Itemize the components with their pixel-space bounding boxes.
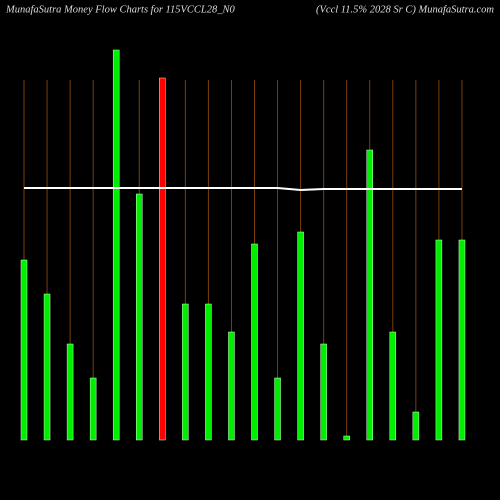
bar [412, 411, 420, 441]
bar [43, 293, 51, 441]
bar [320, 343, 327, 441]
bar [66, 343, 74, 441]
bar [182, 303, 189, 441]
chart-title: MunafaSutra Money Flow Charts for 115VCC… [5, 4, 236, 15]
bar [366, 149, 373, 441]
bar [435, 239, 443, 441]
bar [458, 239, 466, 441]
bar [274, 377, 281, 441]
bar [205, 303, 212, 441]
bar [159, 77, 166, 441]
bar [112, 49, 120, 441]
bar [389, 331, 397, 441]
bar [251, 243, 258, 441]
bar [297, 231, 304, 441]
bar [20, 259, 28, 441]
bar [343, 435, 350, 441]
chart-subtitle: (Vccl 11.5% 2028 Sr C) MunafaSutra.com [316, 4, 494, 15]
bar [89, 377, 97, 441]
money-flow-line [24, 187, 462, 192]
bar [136, 193, 143, 441]
bar [228, 331, 235, 441]
